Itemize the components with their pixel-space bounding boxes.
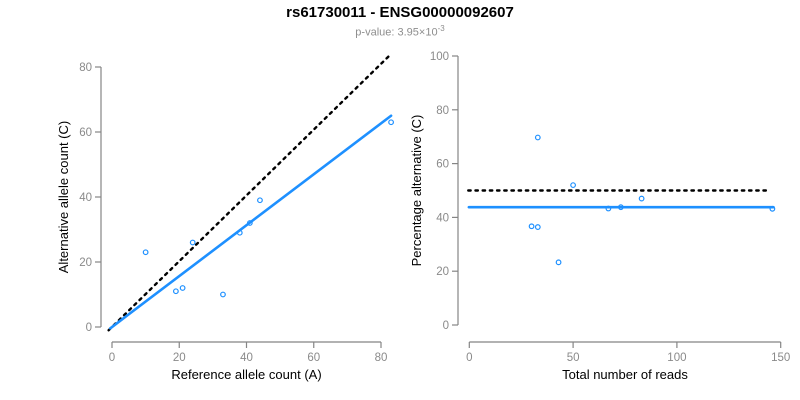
data-point <box>189 239 196 246</box>
x-tick-label: 60 <box>307 352 320 364</box>
x-axis-title: Reference allele count (A) <box>171 367 321 382</box>
fit-line <box>109 114 393 330</box>
y-tick-label: 80 <box>79 62 92 74</box>
data-point <box>246 220 253 226</box>
y-axis-title: Percentage alternative (C) <box>409 115 424 267</box>
y-tick-label: 0 <box>86 322 92 334</box>
y-tick-label: 0 <box>443 320 449 332</box>
y-axis-title: Alternative allele count (C) <box>56 121 71 273</box>
pvalue-exponent: -3 <box>437 24 445 33</box>
allele-counts-plot: 0 20 40 60 80 0 20 40 60 80 Reference allele count… <box>56 54 394 382</box>
data-point <box>142 249 149 256</box>
data-point <box>555 259 562 266</box>
x-tick-label: 80 <box>375 352 388 364</box>
data-point <box>617 204 624 211</box>
data-point <box>236 229 243 236</box>
pvalue-text: p-value: 3.95×10 <box>355 26 438 39</box>
x-tick-label: 50 <box>567 352 580 364</box>
x-tick-label: 0 <box>466 352 472 364</box>
data-point <box>769 205 776 212</box>
data-point <box>172 288 179 295</box>
figure-header: rs61730011 - ENSG00000092607 p-value: 3.… <box>0 4 800 40</box>
y-tick-label: 20 <box>79 257 92 269</box>
chart-title: rs61730011 - ENSG00000092607 <box>286 4 514 21</box>
percentage-alternative-plot: 0 20 40 60 80 100 0 50 100 150 Total number of rea… <box>409 51 790 382</box>
x-tick-label: 150 <box>771 352 790 364</box>
data-point <box>388 119 394 126</box>
chart-subtitle: p-value: 3.95×10-3 <box>0 22 800 40</box>
y-tick-label: 40 <box>79 192 92 204</box>
data-point <box>179 285 186 291</box>
x-tick-label: 20 <box>173 352 186 364</box>
x-tick-label: 100 <box>667 352 686 364</box>
data-point <box>220 291 226 298</box>
y-tick-label: 60 <box>79 127 92 139</box>
y-tick-label: 100 <box>430 51 449 63</box>
y-tick-label: 80 <box>436 105 449 117</box>
data-point <box>570 182 576 189</box>
data-point <box>534 134 541 141</box>
x-tick-label: 0 <box>109 352 115 364</box>
data-point <box>528 223 535 230</box>
y-tick-label: 20 <box>436 266 449 278</box>
data-point <box>605 205 612 212</box>
data-point <box>257 197 263 204</box>
data-point <box>534 224 541 230</box>
x-axis-title: Total number of reads <box>562 367 688 382</box>
x-tick-label: 40 <box>240 352 253 364</box>
data-point <box>638 195 645 202</box>
y-tick-label: 60 <box>436 159 449 171</box>
y-tick-label: 40 <box>436 212 449 224</box>
identity-line <box>107 54 391 332</box>
